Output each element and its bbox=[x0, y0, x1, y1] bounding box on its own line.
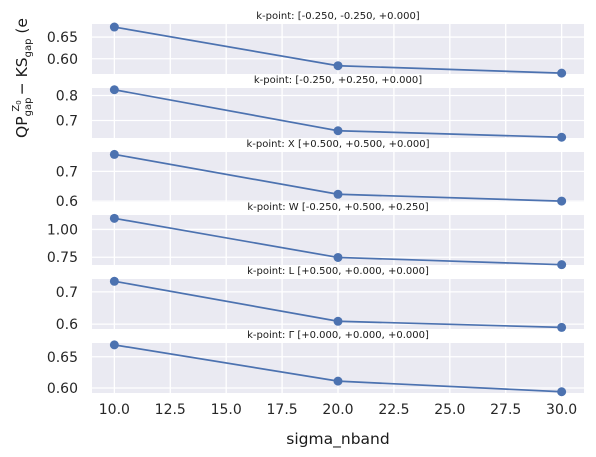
y-tick-label: 0.8 bbox=[56, 89, 78, 105]
y-tick-label: 0.7 bbox=[56, 285, 78, 301]
x-tick-label: 12.5 bbox=[155, 402, 186, 418]
data-point bbox=[333, 61, 343, 71]
y-tick-label: 1.00 bbox=[47, 222, 78, 238]
y-tick-label: 0.60 bbox=[47, 381, 78, 397]
data-point bbox=[557, 322, 567, 332]
data-point bbox=[333, 316, 343, 326]
x-tick-label: 15.0 bbox=[211, 402, 242, 418]
data-point bbox=[557, 260, 567, 270]
data-point bbox=[333, 189, 343, 199]
subplot-panel: 0.60 0.65 k-point: Γ [+0.000, +0.000, +0.0… bbox=[47, 330, 584, 397]
subplot-title: k-point: X [+0.500, +0.500, +0.000] bbox=[246, 139, 429, 150]
subplot-stack: 0.60 0.65 k-point: [-0.250, -0.250, +0.000… bbox=[47, 11, 584, 397]
y-tick-label: 0.75 bbox=[47, 250, 78, 266]
x-tick-label: 27.5 bbox=[490, 402, 521, 418]
y-tick-label: 0.7 bbox=[56, 164, 78, 180]
y-tick-label: 0.6 bbox=[56, 317, 78, 333]
subplot-panel: 0.75 1.00 k-point: W [-0.250, +0.500, +0.2… bbox=[47, 202, 584, 270]
data-point bbox=[109, 340, 119, 350]
data-point bbox=[109, 85, 119, 95]
y-tick-label: 0.7 bbox=[56, 114, 78, 130]
data-point bbox=[333, 126, 343, 136]
data-point bbox=[109, 149, 119, 159]
x-tick-label: 30.0 bbox=[546, 402, 577, 418]
y-tick-label: 0.65 bbox=[47, 30, 78, 46]
x-tick-label: 25.0 bbox=[434, 402, 465, 418]
data-point bbox=[333, 376, 343, 386]
subplot-panel: 0.6 0.7 k-point: X [+0.500, +0.500, +0.000… bbox=[56, 139, 584, 210]
data-point bbox=[109, 276, 119, 286]
y-tick-label: 0.6 bbox=[56, 194, 78, 210]
x-tick-label: 17.5 bbox=[267, 402, 298, 418]
subplot-panel: 0.7 0.8 k-point: [-0.250, +0.250, +0.000] bbox=[56, 75, 584, 142]
subplot-title: k-point: W [-0.250, +0.500, +0.250] bbox=[247, 202, 428, 213]
data-point bbox=[109, 22, 119, 32]
subplot-panel: 0.6 0.7 k-point: L [+0.500, +0.000, +0.000… bbox=[56, 266, 584, 333]
subplot-title: k-point: Γ [+0.000, +0.000, +0.000] bbox=[247, 330, 429, 341]
x-tick-label: 10.0 bbox=[99, 402, 130, 418]
data-point bbox=[557, 132, 567, 142]
x-tick-label: 20.0 bbox=[322, 402, 353, 418]
data-point bbox=[557, 196, 567, 206]
y-tick-label: 0.60 bbox=[47, 52, 78, 68]
data-point bbox=[557, 68, 567, 78]
y-tick-label: 0.65 bbox=[47, 350, 78, 366]
subplot-panel: 0.60 0.65 k-point: [-0.250, -0.250, +0.000… bbox=[47, 11, 584, 78]
shared-x-axis: 10.0 12.5 15.0 17.5 20.0 22.5 25.0 27.5 30.0 bbox=[99, 402, 577, 418]
subplot-title: k-point: [-0.250, +0.250, +0.000] bbox=[254, 75, 422, 86]
subplot-title: k-point: L [+0.500, +0.000, +0.000] bbox=[247, 266, 429, 277]
x-tick-label: 22.5 bbox=[378, 402, 409, 418]
data-point bbox=[557, 387, 567, 397]
data-point bbox=[109, 213, 119, 223]
subplot-title: k-point: [-0.250, -0.250, +0.000] bbox=[256, 11, 420, 22]
x-axis-label: sigma_nband bbox=[286, 430, 389, 449]
data-point bbox=[333, 252, 343, 262]
y-axis-label: QPgapZ0 − KSgap (e bbox=[11, 18, 34, 138]
